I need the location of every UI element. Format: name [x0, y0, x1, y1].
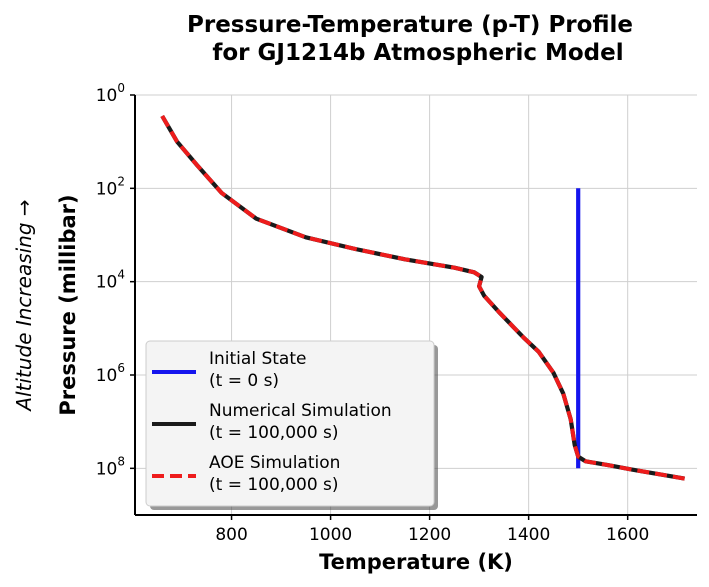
altitude-label: Altitude Increasing →: [12, 199, 36, 412]
y-axis-label: Pressure (millibar): [56, 194, 80, 415]
x-tick-label: 1400: [507, 525, 550, 545]
y-tick-exponent: 8: [117, 454, 125, 468]
series-line-aoe-simulation: [160, 114, 685, 481]
y-tick-base: 10: [96, 459, 118, 479]
y-tick-exponent: 0: [117, 81, 125, 95]
y-tick-exponent: 6: [117, 361, 125, 375]
y-tick-exponent: 4: [117, 268, 125, 282]
legend-label-initial-state: Initial State: [209, 349, 306, 369]
series-group: [160, 114, 685, 481]
legend: Initial State (t = 0 s) Numerical Simula…: [145, 340, 438, 510]
legend-time-numerical-simulation: (t = 100,000 s): [209, 423, 339, 443]
legend-label-aoe-simulation: AOE Simulation: [209, 453, 340, 473]
y-tick-label: 106: [96, 361, 125, 386]
x-tick-label: 800: [215, 525, 247, 545]
x-tick-label: 1200: [408, 525, 451, 545]
legend-time-aoe-simulation: (t = 100,000 s): [209, 475, 339, 495]
y-tick-exponent: 2: [117, 174, 125, 188]
y-tick-label: 102: [96, 174, 125, 199]
y-tick-base: 10: [96, 179, 118, 199]
x-axis-label: Temperature (K): [319, 550, 513, 574]
y-tick-base: 10: [96, 86, 118, 106]
x-tick-label: 1600: [606, 525, 649, 545]
y-tick-label: 108: [96, 454, 125, 479]
chart-title-line2: for GJ1214b Atmospheric Model: [212, 40, 623, 66]
chart-title-line1: Pressure-Temperature (p-T) Profile: [187, 12, 633, 38]
x-tick-label: 1000: [309, 525, 352, 545]
y-tick-base: 10: [96, 366, 118, 386]
y-tick-label: 104: [96, 268, 125, 293]
legend-label-numerical-simulation: Numerical Simulation: [209, 401, 392, 421]
legend-box: [145, 340, 435, 507]
y-tick-label: 100: [96, 81, 125, 106]
legend-time-initial-state: (t = 0 s): [209, 371, 279, 391]
y-tick-base: 10: [96, 273, 118, 293]
